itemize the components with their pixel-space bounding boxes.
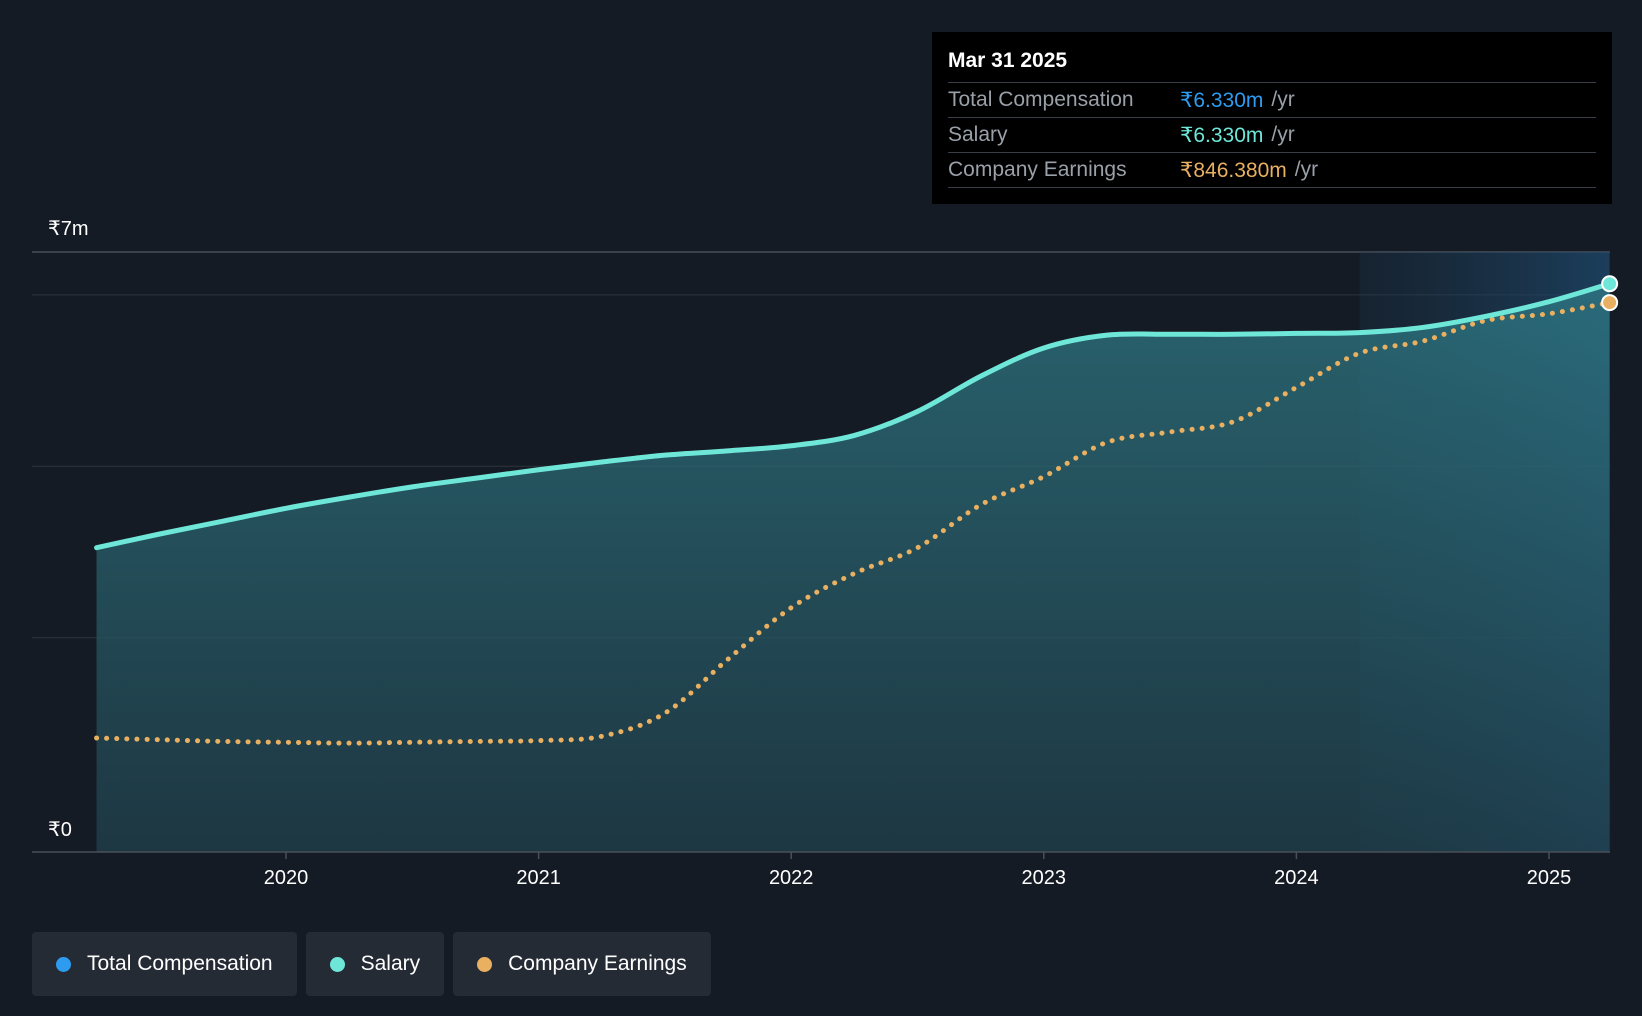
x-tick-label: 2021 (516, 867, 561, 889)
legend-item-company-earnings[interactable]: Company Earnings (453, 932, 711, 996)
legend-label: Total Compensation (87, 952, 273, 975)
legend-item-total-compensation[interactable]: Total Compensation (32, 932, 297, 996)
tooltip-unit: /yr (1271, 123, 1295, 146)
legend-dot-icon (329, 956, 345, 972)
tooltip-label: Total Compensation (948, 88, 1134, 111)
tooltip-value: ₹846.380m (1180, 158, 1287, 182)
salary-area (96, 283, 1610, 852)
legend-label: Salary (360, 952, 421, 975)
tooltip: Mar 31 2025 Total Compensation ₹6.330m /… (932, 32, 1612, 204)
legend-dot-icon (477, 956, 493, 972)
tooltip-row-salary: Salary ₹6.330m /yr (948, 117, 1596, 152)
salary-end-point (1601, 275, 1619, 293)
salary-line (94, 281, 1613, 551)
tooltip-value: ₹6.330m (1180, 88, 1264, 112)
tooltip-label: Salary (948, 123, 1008, 146)
tooltip-row-total-compensation: Total Compensation ₹6.330m /yr (948, 82, 1596, 117)
y-axis-min-label: ₹0 (48, 819, 72, 841)
tooltip-unit: /yr (1294, 158, 1319, 181)
tooltip-row-company-earnings: Company Earnings ₹846.380m /yr (948, 152, 1596, 188)
legend-item-salary[interactable]: Salary (305, 932, 445, 996)
x-tick-label: 2023 (1022, 867, 1067, 889)
legend-label: Company Earnings (508, 952, 687, 975)
legend: Total Compensation Salary Company Earnin… (32, 932, 711, 996)
x-tick-label: 2022 (769, 867, 814, 889)
tooltip-value: ₹6.330m (1180, 123, 1264, 147)
legend-dot-icon (56, 956, 71, 972)
tooltip-date: Mar 31 2025 (948, 49, 1068, 72)
x-tick-label: 2024 (1274, 867, 1319, 889)
tooltip-label: Company Earnings (948, 158, 1127, 181)
y-axis-max-label: ₹7m (48, 218, 89, 240)
x-tick-label: 2020 (264, 867, 309, 889)
tooltip-unit: /yr (1271, 88, 1295, 111)
company-earnings-end-point (1601, 294, 1619, 312)
x-tick-label: 2025 (1527, 867, 1572, 889)
company-earnings-line (94, 300, 1613, 746)
